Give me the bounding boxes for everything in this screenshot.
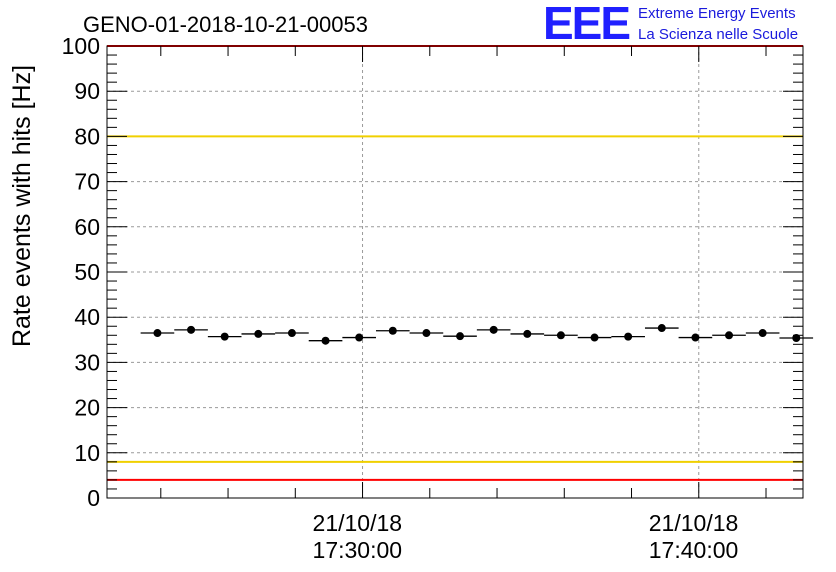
data-point [187,325,196,334]
y-tick-label: 100 [62,33,100,59]
y-axis-label: Rate events with hits [Hz] [8,65,36,347]
y-tick-label: 60 [74,214,100,240]
data-point [523,329,532,338]
y-tick-label: 90 [74,78,100,104]
data-point [287,329,296,338]
y-tick-labels: 0 10 20 30 40 50 60 70 80 90 100 [62,33,100,511]
data-point [321,336,330,345]
logo-tagline-2: La Scienza nelle Scuole [638,26,799,43]
eee-logo: EEE Extreme Energy Events La Scienza nel… [543,0,833,49]
eee-logo-mark: EEE [543,0,631,49]
y-tick-label: 30 [74,349,100,375]
data-point [456,332,465,341]
chart-title: GENO-01-2018-10-21-00053 [83,12,368,37]
data-point [657,324,666,333]
y-tick-label: 40 [74,304,100,330]
x-tick-label-date: 21/10/18 [649,510,739,536]
data-point [220,332,229,341]
data-point [624,332,633,341]
x-tick-label-time: 17:30:00 [313,537,403,563]
x-tick-label-time: 17:40:00 [649,537,739,563]
data-point [489,325,498,334]
data-points [140,324,814,345]
y-tick-label: 10 [74,440,100,466]
data-point [590,333,599,342]
logo-tagline-1: Extreme Energy Events [638,5,796,22]
data-point [388,326,397,335]
data-point [758,329,767,338]
data-point [355,333,364,342]
x-tick-label-date: 21/10/18 [313,510,403,536]
y-tick-label: 0 [87,485,100,511]
data-point [422,329,431,338]
data-point [556,331,565,340]
y-tick-label: 50 [74,259,100,285]
data-point [691,333,700,342]
plot-frame [106,45,804,499]
y-tick-label: 80 [74,123,100,149]
y-tick-label: 20 [74,395,100,421]
y-tick-label: 70 [74,169,100,195]
data-point [153,329,162,338]
data-point [792,333,801,342]
data-point [725,331,734,340]
grid-lines [107,45,803,499]
data-point [254,329,263,338]
